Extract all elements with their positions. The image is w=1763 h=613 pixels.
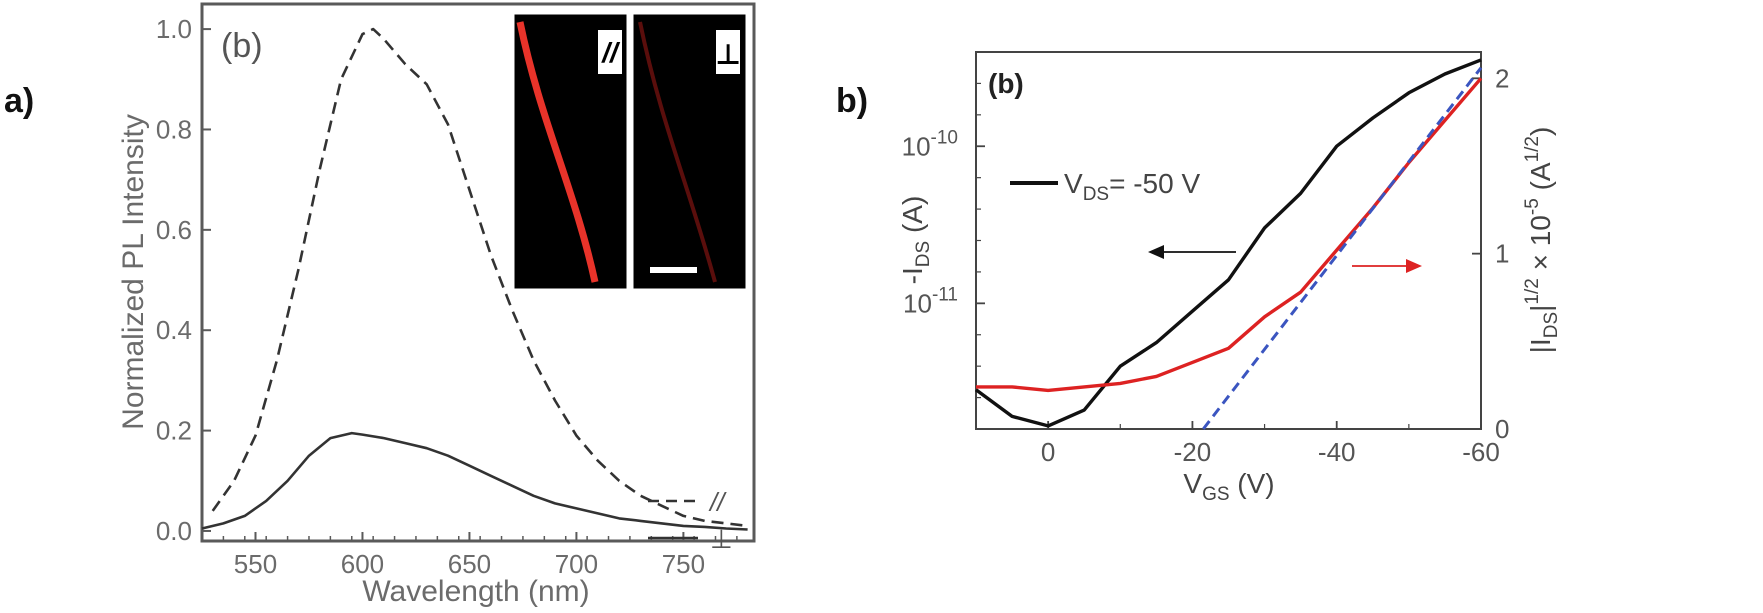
- chart-b-x-axis-label: VGS (V): [1183, 468, 1274, 505]
- chart-a-y-tick-label: 0.6: [156, 215, 192, 245]
- legend-label-vds: VDS= -50 V: [1064, 168, 1200, 205]
- chart-b-y-left-tick-label: 10-10: [902, 127, 958, 161]
- chart-a-x-axis-label: Wavelength (nm): [362, 575, 589, 608]
- chart-b-y-right-label: |IDS|1/2 × 10-5 (A1/2): [1522, 127, 1562, 354]
- chart-a-y-tick-label: 0.0: [156, 516, 192, 546]
- chart-a-panel-tag: (b): [221, 27, 263, 65]
- chart-a-y-tick-label: 0.4: [156, 315, 192, 345]
- inset-label-perp: ⊥: [715, 38, 741, 71]
- series-line-linear-fit: [1202, 66, 1483, 430]
- series-line-sqrt-ids: [976, 77, 1483, 393]
- inset-label-parallel-box: [598, 30, 622, 74]
- chart-b-x-tick-label: -60: [1462, 437, 1500, 467]
- panel-label-b: b): [836, 82, 868, 120]
- arrow-left-axis: [1148, 245, 1236, 259]
- chart-a-y-tick-label: 0.2: [156, 416, 192, 446]
- chart-b-y-left-tick-label: 10-11: [903, 284, 958, 318]
- arrow-right-axis: [1352, 259, 1422, 273]
- chart-a-y-tick-label: 0.8: [156, 114, 192, 144]
- chart-a-x-tick-label: 550: [234, 549, 277, 579]
- inset-label-perp-box: [716, 30, 740, 74]
- chart-a-x-tick-label: 700: [555, 549, 598, 579]
- chart-b-x-tick-label: -20: [1174, 437, 1212, 467]
- legend-label-parallel: //: [708, 487, 727, 517]
- series-line-parallel: [211, 27, 748, 528]
- chart-b-y-right-tick-label: 2: [1495, 63, 1509, 93]
- chart-a-y-axis-label: Normalized PL Intensity: [117, 114, 150, 430]
- inset-dim-fiber: [638, 21, 717, 283]
- chart-b-panel-tag: (b): [988, 68, 1024, 99]
- legend-label-perp: ⊥: [710, 525, 733, 555]
- chart-b-y-left-label: -IDS (A): [897, 196, 934, 285]
- chart-b-y-right-tick-label: 0: [1495, 414, 1509, 444]
- chart-b-x-tick-label: -40: [1318, 437, 1356, 467]
- inset-bright-fiber: [516, 21, 599, 283]
- series-line-ids-log: [974, 58, 1482, 428]
- inset-label-parallel: //: [600, 37, 621, 68]
- inset: // ⊥: [511, 11, 749, 292]
- chart-a-legend: // ⊥: [648, 487, 733, 555]
- scale-bar: [650, 267, 697, 273]
- chart-a: 550 600 650 700 750 0.0 0.2 0.4 0.6 0.8 1.0 // ⊥ (…: [117, 2, 756, 608]
- chart-b: 0 -20 -40 -60 10-10 10-11 0 1 2 (b) VDS= -50 V V…: [897, 51, 1562, 505]
- chart-a-x-tick-label: 750: [662, 549, 705, 579]
- chart-a-y-tick-label: 1.0: [156, 14, 192, 44]
- chart-b-x-tick-label: 0: [1041, 437, 1055, 467]
- panel-label-a: a): [4, 82, 34, 120]
- chart-b-legend: VDS= -50 V: [1010, 168, 1200, 205]
- chart-b-frame: [975, 51, 1482, 430]
- chart-a-x-tick-label: 650: [448, 549, 491, 579]
- chart-a-x-tick-label: 600: [341, 549, 384, 579]
- chart-b-y-right-tick-label: 1: [1495, 239, 1509, 269]
- series-line-perpendicular: [201, 431, 748, 531]
